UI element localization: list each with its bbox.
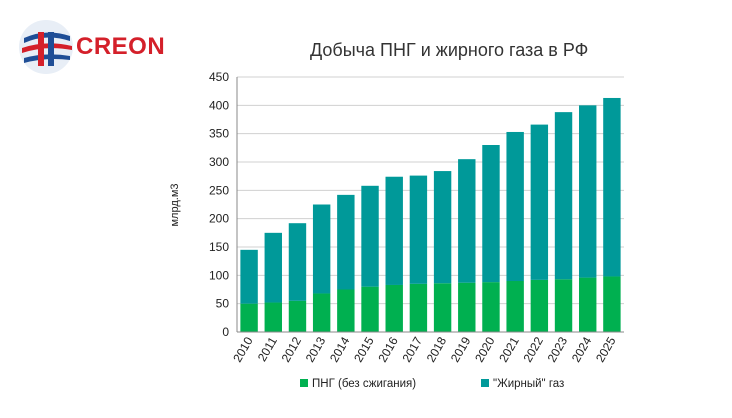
bar-fat-gas-2023 (554, 112, 573, 280)
bar-fat-gas-2018 (433, 171, 452, 284)
y-tick-label: 0 (222, 325, 229, 339)
bar-fat-gas-2017 (409, 175, 428, 284)
bar-png-2019 (458, 282, 476, 332)
bar-png-2015 (361, 286, 379, 332)
bars-layer (240, 97, 621, 332)
x-tick-label: 2021 (496, 334, 522, 364)
legend-swatch (481, 379, 489, 387)
bar-png-2011 (264, 302, 282, 332)
bar-png-2013 (312, 293, 331, 332)
bar-png-2016 (385, 284, 403, 332)
logo-text: CREON (76, 33, 166, 60)
bar-png-2021 (506, 281, 524, 332)
x-tick-label: 2013 (303, 334, 329, 364)
x-tick-label: 2017 (400, 334, 426, 364)
bar-png-2012 (288, 300, 307, 332)
x-tick-label: 2014 (327, 334, 353, 364)
x-tick-label: 2018 (424, 334, 450, 364)
x-tick-label: 2022 (520, 334, 546, 364)
bar-fat-gas-2021 (506, 131, 524, 281)
y-tick-label: 200 (209, 212, 229, 226)
y-tick-label: 250 (209, 183, 229, 197)
bar-png-2014 (337, 289, 355, 332)
bar-fat-gas-2019 (458, 159, 476, 283)
bar-fat-gas-2020 (482, 145, 500, 283)
legend-label: ПНГ (без сжигания) (312, 378, 416, 390)
bar-fat-gas-2010 (240, 249, 258, 304)
chart-title: Добыча ПНГ и жирного газа в РФ (310, 40, 589, 60)
bar-fat-gas-2011 (264, 232, 282, 303)
x-tick-label: 2012 (279, 334, 305, 364)
bar-png-2017 (409, 283, 428, 332)
bar-png-2023 (554, 279, 573, 332)
bar-fat-gas-2015 (361, 185, 379, 287)
y-tick-label: 150 (209, 240, 229, 254)
creon-emblem-icon (19, 20, 73, 74)
legend-swatch (300, 379, 308, 387)
y-tick-label: 100 (209, 268, 229, 282)
bar-fat-gas-2024 (579, 105, 597, 278)
bar-fat-gas-2012 (288, 223, 307, 301)
x-tick-label: 2023 (545, 334, 571, 364)
bar-png-2018 (433, 283, 452, 332)
x-tick-label: 2010 (230, 334, 256, 364)
y-tick-label: 50 (216, 297, 230, 311)
y-tick-label: 300 (209, 155, 229, 169)
x-tick-label: 2016 (375, 334, 401, 364)
y-tick-label: 400 (209, 98, 229, 112)
bar-fat-gas-2014 (337, 194, 355, 290)
x-tick-label: 2015 (351, 334, 377, 364)
legend: ПНГ (без сжигания) "Жирный" газ (300, 378, 564, 390)
bar-fat-gas-2022 (530, 124, 549, 280)
x-tick-label: 2011 (255, 334, 280, 364)
bar-png-2010 (240, 303, 258, 332)
y-axis-label: млрд.м3 (169, 183, 181, 226)
bar-fat-gas-2013 (312, 204, 331, 294)
y-tick-label: 350 (209, 127, 229, 141)
x-tick-label: 2025 (593, 334, 619, 364)
creon-logo (16, 18, 186, 76)
x-tick-label: 2024 (569, 334, 595, 364)
bar-png-2024 (579, 277, 597, 332)
bar-png-2025 (603, 276, 621, 332)
bar-png-2022 (530, 279, 549, 332)
bar-png-2020 (482, 282, 500, 332)
legend-label: "Жирный" газ (493, 378, 564, 390)
bar-fat-gas-2025 (603, 97, 621, 277)
bar-fat-gas-2016 (385, 176, 403, 285)
x-tick-label: 2020 (472, 334, 498, 364)
x-tick-label: 2019 (448, 334, 474, 364)
y-tick-label: 450 (209, 70, 229, 84)
